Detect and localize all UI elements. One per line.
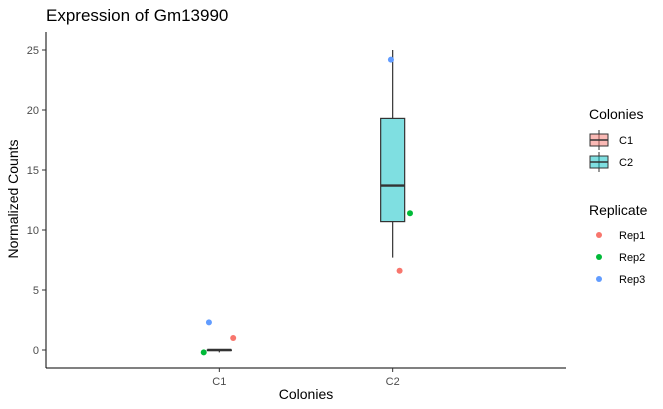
legend-fill-title: Colonies [589, 106, 643, 122]
legend-fill-key-C1 [589, 130, 609, 150]
legend-fill-label: C2 [619, 157, 633, 169]
legend-color-key-rep3 [596, 276, 602, 282]
plot-area: 0 5 10 15 20 25 C1 C2 [27, 32, 566, 388]
x-axis-title: Colonies [279, 386, 333, 402]
y-tick-label: 20 [27, 105, 39, 117]
box-C2 [380, 50, 406, 258]
y-tick-label: 25 [27, 45, 39, 57]
box-body [380, 117, 406, 223]
x-tick-label: C1 [212, 376, 226, 388]
legend-color-label: Rep1 [619, 230, 645, 242]
legend-color-key-rep2 [596, 254, 602, 260]
legend-color-label: Rep2 [619, 252, 645, 264]
chart-title: Expression of Gm13990 [46, 6, 228, 25]
y-tick-label: 10 [27, 225, 39, 237]
legend-color-title: Replicate [589, 202, 648, 218]
data-point-C1-rep3 [205, 319, 212, 326]
legend-fill-label: C1 [619, 135, 633, 147]
data-point-C2-rep2 [407, 210, 413, 217]
data-point-C1-rep2 [200, 349, 207, 356]
y-tick-label: 5 [33, 285, 39, 297]
data-point-C1-rep1 [230, 335, 237, 341]
y-axis-title: Normalized Counts [5, 139, 21, 258]
box-C1 [206, 348, 232, 353]
legend-color-label: Rep3 [619, 274, 645, 286]
y-tick-label: 0 [33, 345, 39, 357]
data-point-C2-rep3 [387, 56, 394, 63]
x-tick-label: C2 [386, 376, 400, 388]
legend-color-key-rep1 [596, 232, 602, 238]
legend-fill-key-C2 [589, 152, 609, 172]
y-tick-label: 15 [27, 165, 39, 177]
legend: Colonies C1 C2 Replicate Rep1 Rep2 Rep3 [589, 106, 648, 286]
data-point-C2-rep1 [396, 267, 403, 274]
